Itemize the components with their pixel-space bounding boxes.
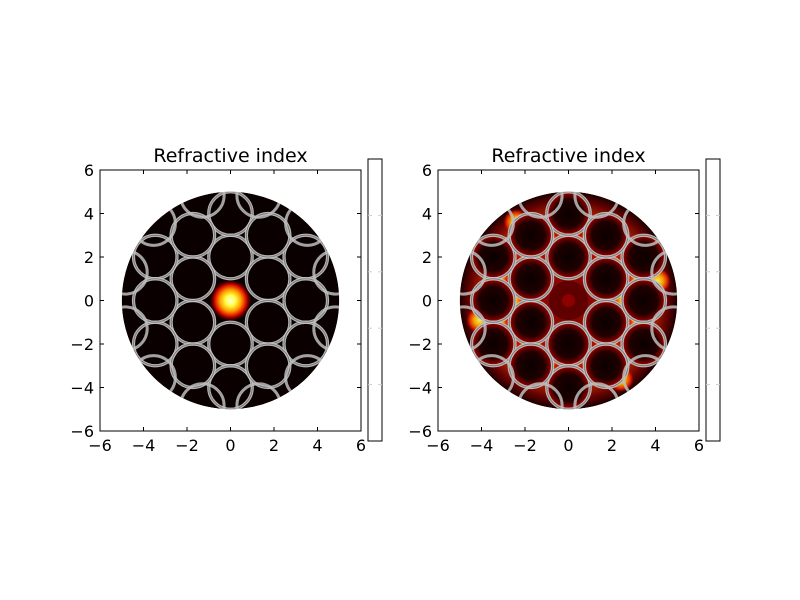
hole-outline-inner xyxy=(208,365,253,410)
hole-dark xyxy=(547,192,590,235)
colorbar xyxy=(367,158,383,442)
x-tick-label: 0 xyxy=(225,436,235,455)
hole-dark xyxy=(509,300,553,344)
y-tick-label: −2 xyxy=(70,335,94,354)
chart-title: Refractive index xyxy=(491,145,645,167)
y-tick-label: −4 xyxy=(408,379,432,398)
y-tick-label: 2 xyxy=(84,248,94,267)
y-tick-label: 0 xyxy=(422,292,432,311)
y-tick-label: 4 xyxy=(422,205,432,224)
hole-dark xyxy=(471,279,515,322)
hole-outline-inner xyxy=(208,191,253,236)
x-tick-label: −4 xyxy=(132,436,156,455)
x-tick-label: −2 xyxy=(175,436,199,455)
x-tick-label: 4 xyxy=(312,436,322,455)
x-tick-label: 2 xyxy=(607,436,617,455)
hole-outline-inner xyxy=(283,278,329,323)
x-tick-label: −2 xyxy=(513,436,537,455)
y-tick-label: 2 xyxy=(422,248,432,267)
y-tick-label: 4 xyxy=(84,205,94,224)
left-panel: −6 −4 −2 0 2 4 6 −6 −4 −2 0 2 4 6 Refractive index xyxy=(70,145,383,455)
hole-dark xyxy=(622,322,666,366)
hole-dark xyxy=(509,213,553,257)
hole-outline-inner xyxy=(470,278,516,323)
x-tick-label: 2 xyxy=(269,436,279,455)
x-tick-label: 4 xyxy=(650,436,660,455)
hole-dark xyxy=(509,257,553,301)
hole-dark xyxy=(547,366,590,409)
y-tick-label: −4 xyxy=(70,379,94,398)
y-tick-label: 6 xyxy=(84,161,94,180)
hole-dark xyxy=(584,213,628,257)
chart-title: Refractive index xyxy=(153,145,307,167)
x-tick-label: 0 xyxy=(563,436,573,455)
hole-dark xyxy=(471,235,515,279)
hole-outline-inner xyxy=(621,278,667,323)
core-mode-glow xyxy=(208,278,253,323)
hole-outline-inner xyxy=(132,278,178,323)
hole-dark xyxy=(509,344,553,388)
x-tick-label: 6 xyxy=(356,436,366,455)
heatmap-field xyxy=(121,191,340,410)
hole-dark xyxy=(584,300,628,344)
hole-dark xyxy=(471,322,515,366)
x-tick-label: −6 xyxy=(426,436,450,455)
hole-dark xyxy=(547,235,590,279)
x-tick-label: −6 xyxy=(88,436,112,455)
heatmap-field xyxy=(459,191,678,410)
hole-dark xyxy=(622,279,666,322)
y-tick-label: −6 xyxy=(408,422,432,441)
x-tick-label: 6 xyxy=(694,436,704,455)
y-tick-label: 0 xyxy=(84,292,94,311)
y-tick-label: 6 xyxy=(422,161,432,180)
x-tick-label: −4 xyxy=(470,436,494,455)
y-tick-label: −2 xyxy=(408,335,432,354)
core-center xyxy=(561,293,576,308)
hole-dark xyxy=(547,322,590,366)
colorbar xyxy=(705,158,721,442)
hole-dark xyxy=(584,344,628,388)
hole-outline-inner xyxy=(546,365,591,410)
hole-outline-inner xyxy=(546,191,591,236)
y-tick-label: −6 xyxy=(70,422,94,441)
hole-dark xyxy=(584,257,628,301)
hole-dark xyxy=(622,235,666,279)
right-panel: −6 −4 −2 0 2 4 6 −6 −4 −2 0 2 4 6 Refractive index xyxy=(408,145,721,455)
